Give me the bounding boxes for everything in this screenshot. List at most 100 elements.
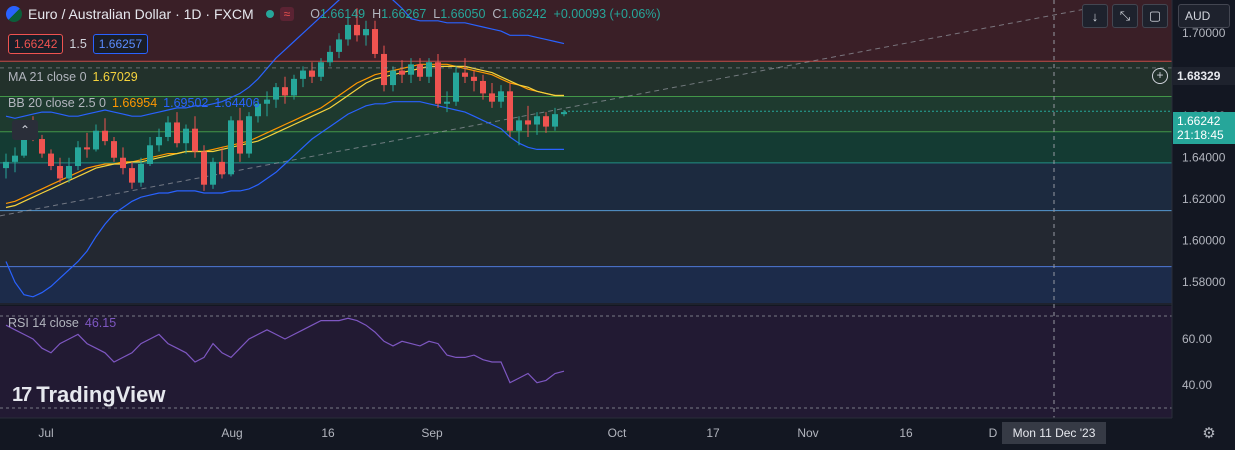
zone-band-1 — [0, 61, 1172, 97]
collapse-legend-button[interactable]: ⌃ — [12, 120, 38, 140]
arrow-down-icon: ↓ — [1091, 8, 1099, 24]
candle-body — [75, 147, 81, 167]
candle-body — [507, 91, 513, 131]
candle-body — [129, 168, 135, 183]
candle-body — [489, 93, 495, 102]
candle-body — [363, 29, 369, 36]
candle-body — [192, 128, 198, 152]
candle-body — [228, 120, 234, 175]
rsi-legend[interactable]: RSI 14 close 46.15 — [8, 316, 116, 330]
time-tick-label: Oct — [608, 426, 627, 440]
candle-body — [480, 80, 486, 94]
last-price-value: 1.66242 — [1177, 114, 1221, 128]
candle-body — [273, 87, 279, 100]
chart-settings-button[interactable]: ⚙ — [1200, 425, 1218, 443]
price-tick-label: 1.60000 — [1182, 234, 1226, 248]
bb-legend[interactable]: BB 20 close 2.5 0 1.66954 1.69502 1.6440… — [8, 96, 260, 110]
candle-body — [156, 136, 162, 146]
rsi-background — [0, 306, 1172, 418]
candle-body — [552, 114, 558, 127]
candle-body — [12, 155, 18, 162]
ma-label: MA 21 close 0 — [8, 70, 87, 84]
candle-body — [561, 112, 567, 115]
rsi-value: 46.15 — [84, 316, 117, 330]
bb-upper-line — [5, 0, 565, 119]
symbol-icon — [6, 6, 22, 22]
currency-selector[interactable]: AUD — [1178, 4, 1230, 28]
time-tick-label: 16 — [321, 426, 335, 440]
candle-body — [84, 147, 90, 150]
time-tick-label: Aug — [221, 426, 242, 440]
time-tick-label: 16 — [899, 426, 913, 440]
price-tick-label: 1.58000 — [1182, 275, 1226, 289]
candle-body — [462, 72, 468, 77]
watermark-text: TradingView — [36, 382, 166, 407]
candle-body — [102, 130, 108, 142]
candle-body — [21, 132, 27, 156]
candle-body — [381, 53, 387, 86]
trade-panel: 1.66242 1.5 1.66257 — [8, 34, 149, 54]
symbol-title[interactable]: Euro / Australian Dollar · 1D · FXCM — [28, 6, 254, 22]
candle-body — [300, 70, 306, 79]
candle-body — [399, 70, 405, 75]
chevron-up-icon: ⌃ — [19, 123, 31, 137]
candle-body — [111, 141, 117, 158]
tradingview-logo-icon: 17 — [12, 383, 32, 406]
ohlc-open: 1.66149 — [319, 7, 366, 21]
candle-body — [417, 64, 423, 77]
price-tick-label: 1.70000 — [1182, 26, 1226, 40]
candle-body — [336, 39, 342, 52]
ohlc-close: 1.66242 — [501, 7, 547, 21]
bb-upper-value: 1.69502 — [163, 96, 209, 110]
candle-body — [66, 166, 72, 179]
maximize-pane-button[interactable]: ▢ — [1142, 4, 1168, 28]
candle-body — [39, 139, 45, 154]
gear-icon: ⚙ — [1202, 425, 1216, 442]
price-tick-label: 1.62000 — [1182, 192, 1226, 206]
candle-body — [165, 122, 171, 137]
ma-legend[interactable]: MA 21 close 0 1.67029 — [8, 70, 138, 84]
zone-band-5 — [0, 210, 1172, 267]
candle-body — [183, 128, 189, 144]
collapse-icon: ⤡ — [1119, 8, 1131, 23]
candle-body — [534, 116, 540, 125]
move-pane-down-button[interactable]: ↓ — [1082, 4, 1108, 28]
candle-body — [516, 120, 522, 131]
time-tick-label: Jul — [38, 426, 53, 440]
currency-label: AUD — [1185, 9, 1211, 23]
candle-body — [318, 62, 324, 77]
buy-button[interactable]: 1.66257 — [92, 34, 149, 54]
candle-body — [408, 64, 414, 75]
candle-body — [543, 116, 549, 127]
trend-line — [0, 5, 1101, 217]
candle-body — [309, 70, 315, 77]
market-status-dot — [265, 10, 274, 18]
candle-body — [201, 151, 207, 185]
candle-body — [372, 29, 378, 54]
candle-body — [3, 161, 9, 169]
candle-body — [354, 24, 360, 36]
tradingview-watermark: 17 TradingView — [12, 382, 165, 408]
bb-label: BB 20 close 2.5 0 — [8, 96, 106, 110]
bb-lower-line — [5, 101, 564, 298]
maximize-icon: ▢ — [1148, 8, 1162, 23]
ma-value: 1.67029 — [92, 70, 138, 84]
candle-body — [219, 161, 225, 175]
candle-body — [435, 62, 441, 104]
sell-button[interactable]: 1.66242 — [8, 34, 64, 54]
candle-body — [471, 76, 477, 81]
time-tick-label: D — [989, 426, 998, 440]
candle-body — [444, 101, 450, 104]
ohlc-high: 1.66267 — [381, 7, 427, 21]
candle-body — [282, 87, 288, 96]
zone-band-6 — [0, 266, 1172, 303]
ohlc-readout: O1.66149 H1.66267 L1.66050 C1.66242 +0.0… — [310, 7, 661, 21]
crosshair-add-button[interactable]: + — [1152, 68, 1168, 84]
candle-body — [390, 70, 396, 86]
bb-lower-value: 1.64406 — [214, 96, 260, 110]
collapse-pane-button[interactable]: ⤡ — [1112, 4, 1138, 28]
bb-basis-value: 1.66954 — [111, 96, 158, 110]
candle-body — [93, 130, 99, 150]
